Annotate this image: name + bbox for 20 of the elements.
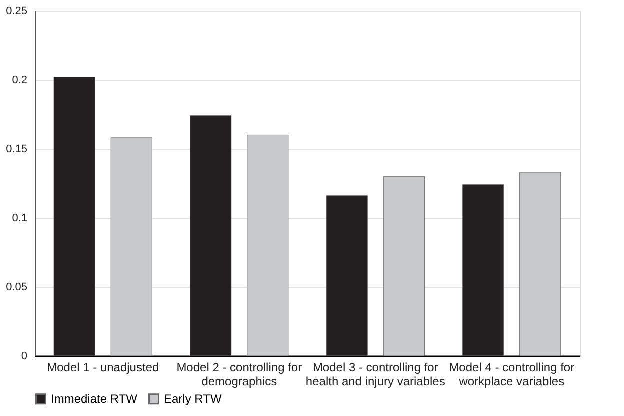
legend-label: Early RTW: [164, 392, 222, 406]
x-tick-label: Model 1 - unadjusted: [47, 360, 160, 374]
y-tick-label: 0.1: [12, 212, 28, 224]
y-tick-label: 0.15: [6, 144, 28, 156]
x-tick-label: Model 4 - controlling for workplace variables: [449, 360, 575, 388]
legend-label: Immediate RTW: [51, 392, 138, 406]
x-tick-label: Model 3 - controlling for health and injury variables: [306, 360, 446, 388]
y-tick-label: 0.05: [6, 282, 28, 294]
bar: [247, 134, 289, 356]
bar: [520, 172, 562, 356]
y-tick-label: 0.25: [6, 6, 28, 18]
x-tick-label: Model 2 - controlling for demographics: [176, 360, 302, 388]
bar: [326, 196, 368, 356]
bar: [383, 176, 425, 356]
bar: [110, 138, 152, 356]
y-tick-label: 0: [21, 350, 28, 362]
bar: [190, 116, 232, 356]
bar: [462, 184, 504, 356]
y-tick-label: 0.2: [12, 74, 28, 86]
bar: [54, 76, 96, 356]
